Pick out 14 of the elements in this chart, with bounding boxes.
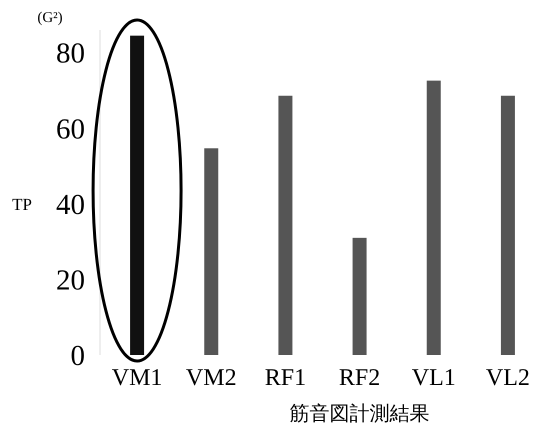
ylabel: TP [12,194,32,214]
annotation: (G²) [37,10,63,26]
xtick: RF1 [264,365,306,391]
xtick: VM2 [186,365,237,391]
ytick: 20 [56,264,85,296]
xlabel: 筋音図計測結果 [290,403,430,425]
xtick: RF2 [338,365,380,391]
xtick: VL1 [412,365,456,391]
xtick: VM1 [112,365,162,391]
ytick: 80 [56,38,85,70]
xtick: VL2 [486,365,530,391]
ytick: 0 [70,340,85,372]
ytick: 40 [56,188,85,221]
ytick: 60 [56,113,85,146]
